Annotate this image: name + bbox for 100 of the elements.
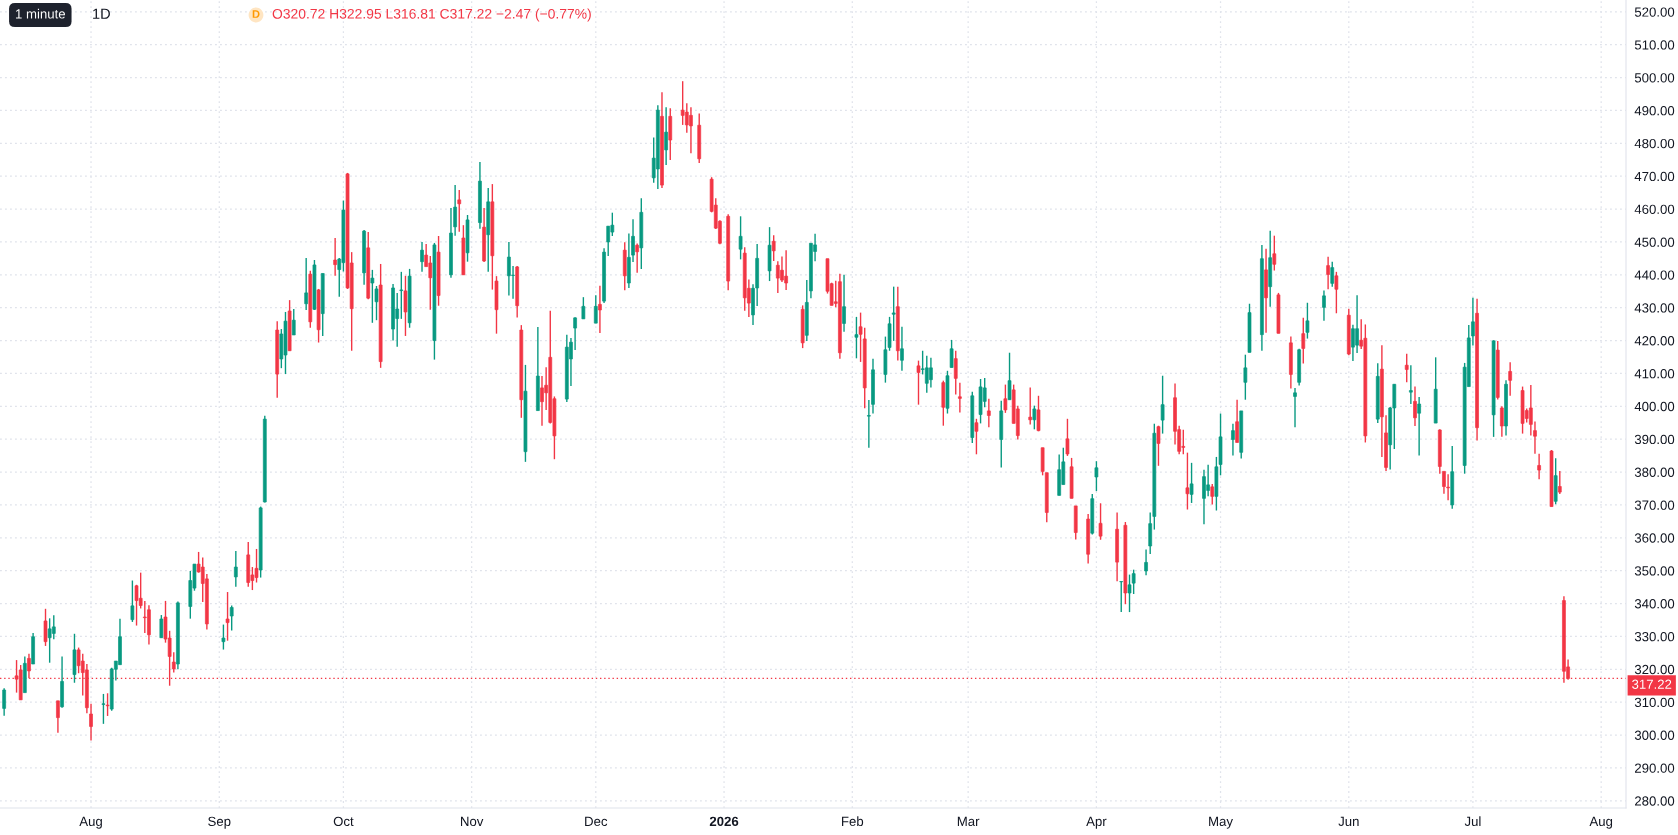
candlestick — [56, 700, 60, 734]
candlestick — [1144, 548, 1148, 576]
candlestick — [738, 215, 743, 261]
candlestick — [457, 189, 462, 233]
x-tick-label: 2026 — [709, 816, 739, 827]
candlestick — [1409, 364, 1413, 405]
candlestick — [1131, 568, 1136, 595]
x-tick-label: May — [1209, 816, 1233, 829]
ref-line-label: 317.22 — [1632, 679, 1672, 689]
candlestick — [916, 359, 921, 406]
candlestick — [668, 107, 673, 161]
candlestick — [784, 249, 788, 291]
y-tick-label: 360.00 — [1634, 533, 1675, 543]
candlestick — [1189, 462, 1194, 504]
y-tick-label: 370.00 — [1634, 500, 1675, 510]
candlestick — [221, 623, 226, 651]
candlestick — [1235, 399, 1239, 444]
y-tick-label: 520.00 — [1634, 7, 1675, 17]
y-tick-label: 340.00 — [1634, 599, 1675, 609]
candlestick — [101, 693, 106, 725]
candlestick — [900, 326, 904, 372]
x-tick-label: Dec — [585, 816, 608, 827]
candlestick — [428, 255, 433, 311]
candlestick — [1404, 353, 1409, 383]
candlestick — [1508, 361, 1512, 397]
candlestick — [1065, 418, 1070, 457]
candlestick — [304, 257, 309, 311]
candlestick — [1417, 396, 1421, 457]
candlestick — [1007, 352, 1012, 401]
candlestick — [370, 269, 375, 324]
candlestick — [1330, 260, 1335, 288]
candlestick — [1322, 289, 1326, 322]
y-tick-label: 300.00 — [1634, 730, 1675, 740]
candlestick — [1301, 317, 1306, 365]
candlestick — [842, 274, 846, 333]
y-tick-label: 280.00 — [1635, 796, 1675, 806]
candlestick — [291, 308, 296, 336]
candlestick — [1537, 452, 1541, 480]
candlestick — [1305, 302, 1310, 340]
candlestick — [1160, 375, 1165, 435]
candlestick — [958, 381, 962, 414]
candlestick — [1243, 353, 1248, 401]
y-tick-label: 480.00 — [1634, 138, 1675, 149]
candlestick — [399, 271, 404, 320]
x-tick-label: Sep — [208, 816, 231, 829]
candlestick — [1293, 387, 1297, 429]
x-tick-label: Oct — [333, 816, 354, 827]
candlestick — [105, 692, 110, 717]
candlestick — [420, 241, 424, 273]
candlestick — [974, 418, 979, 455]
candlestick — [1040, 447, 1045, 477]
candlestick — [233, 550, 238, 588]
candlestick — [1036, 395, 1041, 432]
candlestick — [1500, 405, 1504, 438]
y-tick-label: 380.00 — [1634, 467, 1675, 477]
y-tick-label: 500.00 — [1634, 73, 1675, 83]
candlestick — [1326, 256, 1330, 290]
candlestick — [664, 106, 668, 166]
candlestick — [1446, 473, 1450, 502]
y-tick-label: 320.00 — [1634, 664, 1675, 675]
candlestick — [854, 316, 859, 360]
x-tick-label: Mar — [957, 816, 980, 827]
candlestick — [771, 234, 776, 262]
x-tick-label: Aug — [1589, 816, 1613, 829]
candlestick — [949, 339, 954, 369]
candlestick — [229, 604, 234, 632]
candlestick — [47, 617, 52, 664]
candlestick — [1231, 423, 1235, 457]
candlestick — [2, 687, 6, 717]
candlestick — [1127, 573, 1132, 613]
candlestick — [1181, 428, 1186, 455]
candlestick — [1206, 464, 1210, 498]
candlestick — [1098, 502, 1103, 541]
candlestick — [1392, 383, 1397, 450]
candlestick — [1003, 383, 1008, 414]
candlestick — [1202, 469, 1206, 526]
x-tick-label: Jul — [1464, 816, 1481, 827]
annotation: D — [252, 10, 260, 18]
candlestick — [142, 600, 147, 634]
y-tick-label: 350.00 — [1634, 566, 1675, 576]
candlestick — [581, 296, 586, 320]
candlestick — [1156, 425, 1161, 467]
y-tick-label: 290.00 — [1635, 763, 1675, 773]
candlestick — [1355, 294, 1359, 354]
candlestick — [689, 106, 693, 154]
candlestick — [953, 350, 958, 396]
candlestick — [225, 591, 230, 642]
chart-title: 1D — [93, 8, 110, 19]
x-tick-label: Aug — [79, 816, 102, 829]
y-tick-label: 410.00 — [1634, 369, 1675, 379]
y-tick-label: 510.00 — [1634, 40, 1675, 50]
candlestick — [1185, 451, 1190, 511]
candlestick — [1094, 460, 1099, 492]
y-tick-label: 450.00 — [1634, 237, 1675, 247]
x-tick-label: Apr — [1086, 816, 1107, 829]
y-tick-label: 440.00 — [1634, 270, 1675, 280]
y-tick-label: 310.00 — [1634, 697, 1675, 708]
candlestick — [51, 614, 56, 641]
candlestick — [507, 241, 511, 297]
annotation: 1 minute — [16, 8, 66, 19]
